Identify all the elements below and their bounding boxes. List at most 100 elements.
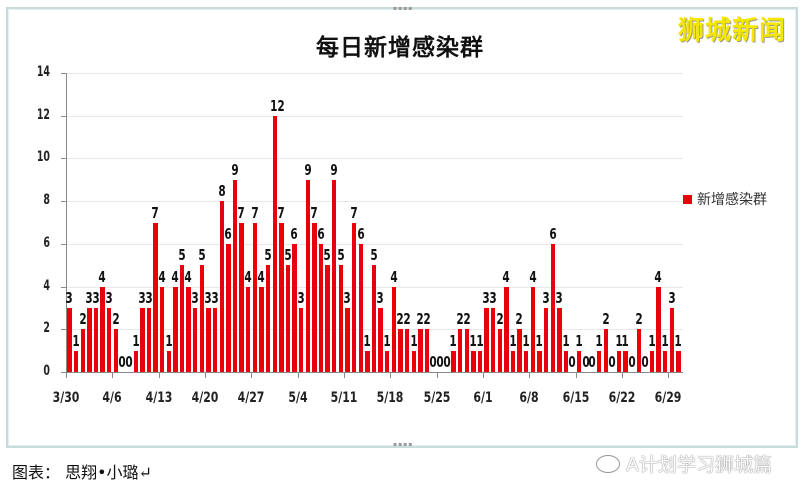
y-tick — [61, 115, 66, 117]
x-tick — [529, 372, 531, 378]
bar — [524, 350, 529, 372]
gridline — [66, 201, 683, 203]
bar-value-label: 3 — [211, 288, 219, 307]
y-tick-label: 12 — [36, 106, 50, 123]
y-tick-label: 2 — [43, 320, 50, 337]
bar — [199, 265, 205, 372]
bar — [173, 286, 178, 372]
bar — [596, 350, 602, 372]
bar — [318, 243, 324, 372]
bar — [305, 179, 310, 372]
bar-value-label: 2 — [515, 310, 524, 329]
x-tick-label: 6/22 — [608, 390, 636, 406]
bar-value-label: 5 — [337, 246, 345, 265]
y-tick — [61, 201, 66, 203]
bar — [616, 350, 622, 372]
bar — [477, 350, 483, 372]
bar-value-label: 0 — [641, 353, 649, 371]
bar-value-label: 7 — [310, 203, 318, 222]
y-tick-label: 4 — [43, 277, 50, 294]
bar-value-label: 3 — [138, 288, 146, 307]
chart-credit: 图表： 思翔•小璐↵ — [12, 463, 152, 482]
bar-value-label: 1 — [575, 331, 583, 350]
bar — [193, 307, 198, 372]
y-tick — [61, 243, 66, 245]
y-tick-label: 6 — [43, 234, 50, 251]
bar — [93, 307, 99, 372]
bar — [358, 243, 363, 372]
bar — [345, 307, 350, 372]
bar — [133, 350, 138, 372]
brand-logo: 狮城新闻 — [677, 16, 786, 46]
bar-value-label: 1 — [164, 331, 173, 350]
bar-value-label: 7 — [350, 203, 358, 222]
gridline — [66, 243, 683, 245]
bar — [153, 222, 158, 372]
bar — [404, 329, 410, 372]
bar — [285, 265, 291, 372]
x-tick — [251, 372, 253, 378]
bar — [537, 350, 542, 372]
bar-value-label: 7 — [277, 203, 285, 222]
resize-handle-bottom[interactable]: ▪▪▪▪ — [393, 441, 414, 448]
bar-value-label: 6 — [356, 224, 365, 243]
chart-title: 每日新增感染群 — [316, 35, 484, 61]
bar — [669, 307, 675, 372]
y-tick — [61, 329, 66, 331]
bar-value-label: 5 — [284, 246, 292, 265]
bar-value-label: 4 — [654, 267, 663, 286]
wechat-icon — [596, 454, 620, 473]
bar — [451, 350, 456, 372]
y-tick — [61, 286, 66, 288]
bar-value-label: 4 — [98, 267, 107, 286]
bar-value-label: 1 — [131, 331, 140, 350]
y-tick-label: 14 — [36, 64, 50, 80]
x-tick — [575, 372, 577, 378]
bar-value-label: 4 — [502, 267, 510, 286]
bar-value-label: 1 — [621, 331, 630, 350]
chart-frame — [6, 7, 798, 448]
watermark: A计划学习狮城篇 — [596, 450, 772, 477]
x-tick-label: 4/20 — [191, 390, 219, 406]
bar-value-label: 1 — [562, 331, 570, 350]
bar-value-label: 3 — [85, 288, 93, 307]
bar — [398, 329, 403, 372]
bar — [649, 350, 655, 372]
bar — [464, 329, 469, 372]
x-tick-label: 6/29 — [655, 390, 682, 406]
bar — [338, 265, 344, 372]
bar-value-label: 1 — [449, 331, 457, 350]
bar-value-label: 3 — [92, 288, 100, 307]
bar-value-label: 0 — [436, 353, 444, 371]
bar-value-label: 1 — [535, 331, 543, 350]
bar — [325, 265, 330, 372]
bar-value-label: 7 — [237, 203, 246, 222]
bar — [411, 350, 416, 372]
resize-handle-top[interactable]: ▪▪▪▪ — [393, 5, 414, 12]
bar-value-label: 2 — [416, 310, 424, 329]
watermark-text: A计划学习狮城篇 — [626, 454, 772, 476]
bar-value-label: 8 — [217, 182, 226, 201]
bar-value-label: 1 — [674, 331, 682, 350]
bar-value-label: 4 — [529, 267, 537, 286]
bar-value-label: 3 — [343, 288, 351, 307]
bar-value-label: 2 — [78, 310, 87, 329]
bar — [226, 243, 231, 372]
bar-value-label: 0 — [125, 353, 133, 371]
bar-value-label: 0 — [588, 353, 596, 371]
bar — [484, 307, 489, 372]
legend-label: 新增感染群 — [697, 192, 767, 208]
bar — [471, 350, 476, 372]
bar-value-label: 4 — [158, 267, 166, 286]
bar — [603, 329, 608, 372]
bar — [371, 265, 377, 372]
bar-value-label: 3 — [105, 288, 113, 307]
bar — [504, 286, 509, 372]
bar — [557, 307, 562, 372]
bar-value-label: 0 — [118, 353, 126, 371]
bar — [140, 307, 145, 372]
bar-value-label: 1 — [72, 331, 80, 350]
x-tick — [344, 372, 346, 378]
x-axis — [66, 372, 683, 373]
x-tick — [158, 372, 160, 378]
